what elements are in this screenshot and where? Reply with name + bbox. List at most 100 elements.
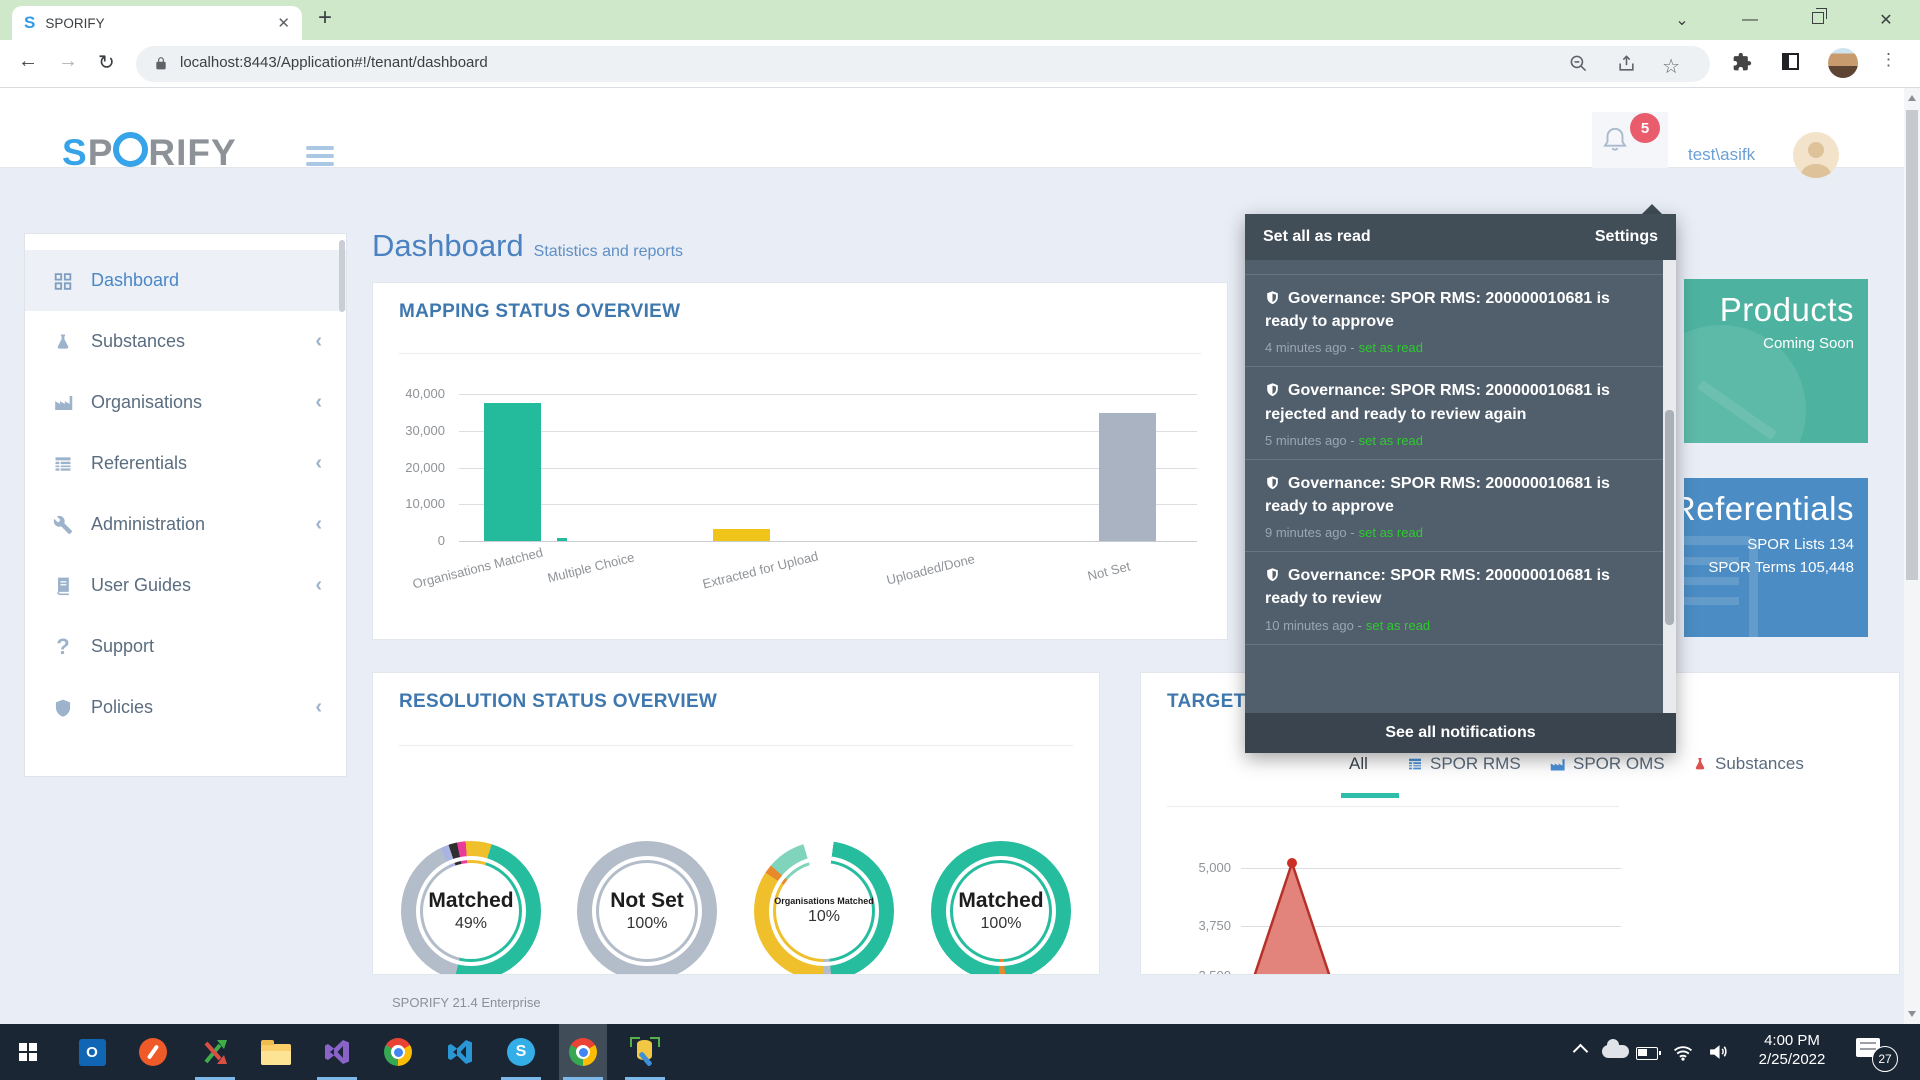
current-user[interactable]: test\asifk [1688, 145, 1756, 164]
taskbar-file-explorer-icon[interactable] [256, 1032, 296, 1072]
y-tick: 10,000 [405, 496, 445, 511]
browser-tab[interactable]: S SPORIFY ✕ [12, 6, 302, 40]
card-title: MAPPING STATUS OVERVIEW [399, 301, 681, 322]
address-bar[interactable]: localhost:8443/Application#!/tenant/dash… [136, 46, 1710, 82]
area-chart-peak [1253, 858, 1331, 974]
bar-extracted-for-upload [713, 529, 770, 541]
spor-terms-count: SPOR Terms 105,448 [1708, 559, 1854, 576]
scroll-down-arrow[interactable] [1908, 1011, 1916, 1017]
side-panel-icon[interactable] [1782, 53, 1799, 75]
lock-icon [154, 55, 168, 77]
bookmark-star-icon[interactable]: ☆ [1662, 56, 1680, 78]
set-as-read-link[interactable]: set as read [1358, 432, 1423, 448]
start-button[interactable] [8, 1032, 48, 1072]
person-icon [1800, 142, 1832, 178]
app-version: SPORIFY 21.4 Enterprise [392, 995, 541, 1010]
shield-icon [1267, 476, 1278, 489]
zoom-out-icon[interactable] [1569, 54, 1588, 78]
clock-date: 2/25/2022 [1758, 1051, 1826, 1068]
taskbar-visual-studio-icon[interactable] [317, 1032, 357, 1072]
see-all-notifications-button[interactable]: See all notifications [1245, 713, 1676, 753]
tab-substances[interactable]: Substances [1692, 754, 1804, 774]
taskbar-orange-pen-app-icon[interactable] [133, 1032, 173, 1072]
sidebar-item-referentials[interactable]: Referentials ‹ [25, 433, 346, 494]
notification-item[interactable]: Governance: SPOR RMS: 200000010681 is re… [1245, 552, 1663, 645]
dropdown-caret [1642, 204, 1662, 214]
notification-item[interactable]: Governance: SPOR RMS: 200000010681 is re… [1245, 367, 1663, 460]
sidebar-item-label: Substances [91, 331, 186, 351]
scroll-up-arrow[interactable] [1908, 95, 1916, 101]
tab-search-icon[interactable]: ⌄ [1675, 12, 1689, 29]
sidebar-item-organisations[interactable]: Organisations ‹ [25, 372, 346, 433]
x-label: Extracted for Upload [701, 548, 820, 592]
y-tick: 5,000 [1198, 860, 1231, 875]
scroll-thumb[interactable] [1906, 110, 1918, 580]
set-all-as-read-button[interactable]: Set all as read [1263, 228, 1371, 245]
sidebar-item-dashboard[interactable]: Dashboard [25, 250, 346, 311]
restore-button[interactable] [1784, 8, 1852, 29]
sidebar-item-user-guides[interactable]: User Guides ‹ [25, 555, 346, 616]
notification-time: 5 minutes ago - [1265, 432, 1355, 448]
sidebar-item-administration[interactable]: Administration ‹ [25, 494, 346, 555]
bar-multiple-choice [557, 538, 567, 541]
app-logo: SP RIFY [62, 132, 237, 173]
taskbar-outlook-icon[interactable]: O [72, 1032, 112, 1072]
shield-icon [1267, 291, 1278, 305]
page-scrollbar[interactable] [1904, 88, 1920, 1024]
back-button[interactable]: ← [18, 50, 38, 72]
notification-item[interactable]: Governance: SPOR RMS: 200000010681 is re… [1245, 274, 1663, 368]
wifi-icon[interactable] [1672, 1042, 1694, 1066]
taskbar-chrome-icon[interactable] [378, 1032, 418, 1072]
set-as-read-link[interactable]: set as read [1365, 617, 1431, 633]
chevron-left-icon: ‹ [315, 513, 322, 535]
tab-spor-oms[interactable]: SPOR OMS [1549, 754, 1665, 774]
taskbar-git-arrows-icon[interactable] [195, 1032, 235, 1072]
tray-chevron-icon[interactable] [1572, 1043, 1589, 1062]
panel-scrollbar[interactable] [1663, 260, 1676, 713]
speaker-icon[interactable] [1708, 1042, 1729, 1066]
taskbar [0, 1024, 1920, 1080]
taskbar-ssms-icon[interactable] [625, 1032, 665, 1072]
set-as-read-link[interactable]: set as read [1358, 340, 1423, 356]
settings-button[interactable]: Settings [1594, 228, 1658, 245]
notification-item[interactable]: Governance: SPOR RMS: 200000010681 is re… [1245, 460, 1663, 553]
browser-profile-avatar[interactable] [1828, 48, 1858, 78]
minimize-button[interactable]: — [1742, 11, 1758, 28]
chevron-left-icon: ‹ [315, 391, 322, 413]
set-as-read-link[interactable]: set as read [1358, 525, 1423, 541]
tab-all[interactable]: All [1349, 754, 1368, 773]
tab-close-icon[interactable]: ✕ [277, 15, 290, 32]
user-avatar[interactable] [1793, 132, 1839, 178]
battery-icon[interactable] [1636, 1045, 1661, 1063]
extensions-puzzle-icon[interactable] [1732, 52, 1752, 77]
url-text[interactable]: localhost:8443/Application#!/tenant/dash… [180, 54, 488, 71]
sidebar-item-label: Organisations [91, 392, 203, 412]
favicon-icon: S [24, 13, 36, 32]
forward-button[interactable]: → [58, 50, 78, 72]
taskbar-vscode-icon[interactable] [440, 1032, 480, 1072]
hamburger-menu-icon[interactable] [306, 146, 334, 170]
wrench-icon [51, 515, 75, 535]
tab-spor-rms[interactable]: SPOR RMS [1407, 754, 1521, 774]
notification-badge: 5 [1630, 113, 1660, 143]
action-center-badge[interactable]: 27 [1872, 1046, 1898, 1072]
taskbar-chrome-active-icon[interactable] [563, 1032, 603, 1072]
referentials-card[interactable]: Referentials SPOR Lists 134 SPOR Terms 1… [1684, 478, 1868, 637]
browser-tab-strip: S SPORIFY ✕ + ⌄ — ✕ [0, 0, 1920, 40]
flask-icon [1695, 758, 1705, 770]
products-card[interactable]: Products Coming Soon [1684, 279, 1868, 443]
sidebar-item-support[interactable]: ? Support [25, 616, 346, 677]
sidebar-item-label: Administration [91, 514, 206, 534]
browser-menu-icon[interactable]: ⋮ [1880, 50, 1897, 69]
sidebar-item-policies[interactable]: Policies ‹ [25, 677, 346, 738]
taskbar-clock[interactable]: 4:00 PM 2/25/2022 [1737, 1031, 1847, 1069]
sidebar-scrollbar[interactable] [339, 240, 345, 312]
taskbar-skype-icon[interactable]: S [501, 1032, 541, 1072]
tab-title: SPORIFY [45, 15, 105, 31]
close-button[interactable]: ✕ [1879, 12, 1893, 29]
onedrive-cloud-icon[interactable] [1602, 1039, 1629, 1060]
new-tab-button[interactable]: + [318, 4, 333, 31]
share-icon[interactable] [1617, 54, 1636, 78]
sidebar-item-substances[interactable]: Substances ‹ [25, 311, 346, 372]
reload-button[interactable]: ↻ [98, 52, 115, 74]
